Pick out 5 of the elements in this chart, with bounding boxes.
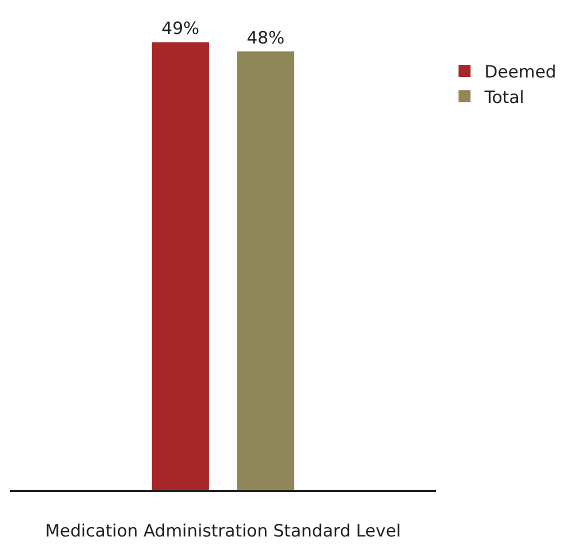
- legend-label: Total: [484, 88, 524, 108]
- x-axis-title: Medication Administration Standard Level: [45, 521, 401, 542]
- legend-label: Deemed: [484, 62, 556, 83]
- data-label: 48%: [246, 28, 284, 48]
- data-label: 49%: [162, 19, 200, 40]
